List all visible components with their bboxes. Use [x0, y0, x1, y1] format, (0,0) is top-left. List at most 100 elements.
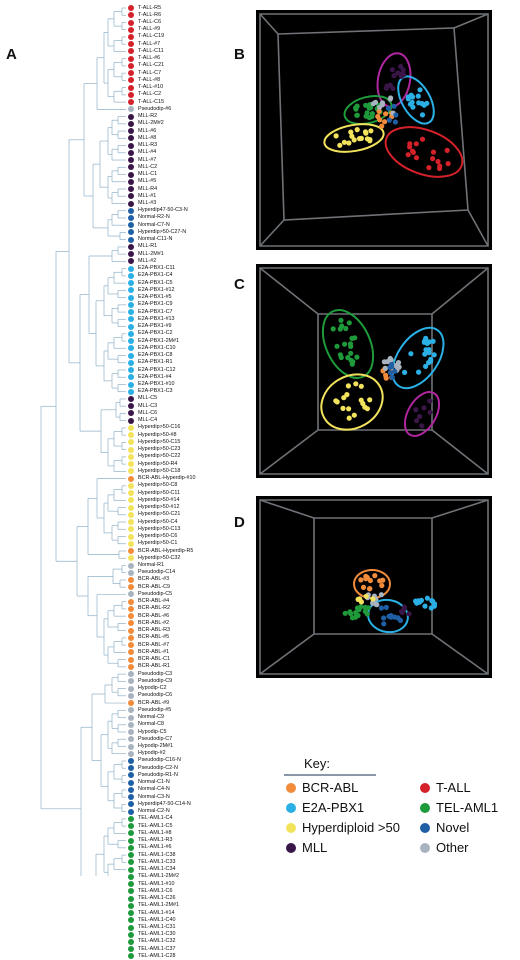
novel-point [387, 370, 394, 376]
e2a-pbx1-point [421, 339, 427, 345]
e2a-pbx1-point [422, 603, 428, 609]
sample-leaf: E2A-PBX1-C10 [128, 345, 175, 352]
sample-leaf: Pseudodip-C16-N [128, 757, 181, 764]
novel-point [392, 368, 398, 374]
sample-dot [128, 873, 134, 880]
sample-dot [128, 84, 134, 91]
sample-label: Hyperdip>50-#12 [138, 504, 180, 511]
bcr-abl-point [363, 576, 369, 582]
tall-point [435, 158, 441, 165]
sample-dot [128, 815, 134, 822]
sample-dot [128, 497, 134, 504]
sample-leaf: T-ALL-R5 [128, 4, 162, 12]
sample-dot [128, 461, 134, 468]
sample-label: MLL-R3 [138, 142, 158, 149]
mll-point [390, 85, 396, 92]
sample-leaf: MLL-#7 [128, 156, 156, 164]
red-dot-icon [420, 782, 430, 793]
hyperdiploid-point [341, 395, 347, 401]
sample-leaf: Hyperdip>50-C6 [128, 533, 177, 540]
sample-dot [128, 591, 134, 598]
sample-leaf: E2A-PBX1-#4 [128, 374, 172, 381]
sample-leaf: Pseudodip-C2-N [128, 765, 178, 772]
sample-label: BCR-ABL-#3 [138, 576, 170, 583]
sample-label: MLL-C1 [138, 171, 158, 178]
sample-leaf: TEL-AML1-C32 [128, 938, 175, 945]
purple-dot-icon [286, 842, 296, 853]
sample-leaf: Normal-C1-N [128, 779, 170, 786]
bcr-abl-point [383, 111, 389, 117]
mll-point [414, 418, 420, 424]
sample-leaf: Hypodip-#2 [128, 750, 166, 757]
sample-label: Hypodip-#2 [138, 750, 166, 757]
sample-label: E2A-PBX1-C8 [138, 352, 173, 359]
sample-leaf: TEL-AML1-C30 [128, 931, 175, 938]
sample-dot [128, 164, 134, 171]
sample-label: Pseudodip-C7 [138, 735, 173, 742]
key-item: Hyperdiploid >50 [286, 820, 400, 835]
sample-dot [128, 490, 134, 497]
sample-leaf: MLL-C5 [128, 395, 157, 402]
sample-leaf: BCR-ABL-#2 [128, 620, 169, 627]
sample-leaf: E2A-PBX1-#13 [128, 316, 175, 323]
bcr-abl-point [375, 113, 381, 120]
sample-dot [128, 475, 134, 482]
sample-label: TEL-AML1-#8 [138, 829, 172, 836]
tel-aml1-point [338, 317, 344, 323]
sample-dot [128, 902, 134, 909]
sample-dot [128, 859, 134, 866]
sample-label: T-ALL-R5 [138, 4, 162, 11]
other-point [396, 364, 402, 370]
panel-label-b: B [234, 46, 245, 63]
tel-aml1-point [342, 341, 348, 347]
sample-label: MLL-C5 [138, 395, 158, 402]
sample-label: T-ALL-R6 [138, 11, 162, 18]
bcr-abl-point [380, 577, 386, 583]
sample-dot [128, 309, 134, 316]
sample-dot [128, 70, 134, 77]
sample-leaf: Normal-C4-N [128, 786, 170, 793]
bcr-abl-point [367, 586, 373, 592]
sample-dot [128, 627, 134, 634]
hyperdiploid-ellipse [320, 373, 384, 431]
tall-point [430, 156, 436, 162]
sample-label: BCR-ABL-#4 [138, 598, 170, 605]
novel-point [389, 374, 395, 381]
sample-label: MLL-#2 [138, 257, 157, 264]
tel-aml1-point [343, 325, 349, 332]
tall-ellipse [384, 126, 464, 178]
sample-label: T-ALL-#6 [138, 55, 161, 62]
sample-leaf: E2A-PBX1-#9 [128, 323, 172, 330]
sample-label: MLL-C6 [138, 409, 158, 416]
sample-label: TEL-AML1-C37 [138, 945, 176, 952]
sample-label: Normal-C1-N [138, 779, 170, 786]
novel-point [389, 363, 395, 369]
key-item: TEL-AML1 [420, 800, 498, 815]
sample-label: Normal-C3-N [138, 793, 170, 800]
tel-aml1-point [363, 102, 369, 108]
sample-leaf: T-ALL-#6 [128, 55, 160, 62]
sample-leaf: TEL-AML1-2M#2 [128, 873, 179, 880]
sample-label: MLL-#8 [138, 134, 157, 141]
sample-leaf: TEL-AML1-#8 [128, 830, 172, 837]
sample-dot [128, 823, 134, 830]
sample-leaf: T-ALL-#8 [128, 77, 160, 84]
sample-leaf: MLL-2M#1 [128, 251, 164, 258]
sample-leaf: MLL-C3 [128, 403, 157, 410]
sample-dot [128, 26, 134, 33]
sample-leaf: TEL-AML1-C26 [128, 895, 175, 902]
tel-aml1-point [354, 605, 361, 611]
e2a-pbx1-point [430, 338, 436, 344]
sample-dot [128, 294, 134, 301]
sample-label: Hyperdip>50-C18 [138, 467, 181, 474]
tall-point [410, 148, 416, 154]
mll-point [395, 70, 401, 76]
sample-leaf: TEL-AML1-#6 [128, 844, 172, 851]
sample-leaf: E2A-PBX1-C4 [128, 272, 172, 279]
key-label: T-ALL [436, 780, 471, 795]
sample-leaf: BCR-ABL-R2 [128, 605, 170, 612]
sample-label: Pseudodip-C9 [138, 677, 173, 684]
sample-leaf: Hyperdip>50-R4 [128, 461, 177, 468]
sample-leaf: MLL-R3 [128, 142, 157, 149]
sample-leaf: BCR-ABL-Hyperdip-R5 [128, 547, 193, 555]
